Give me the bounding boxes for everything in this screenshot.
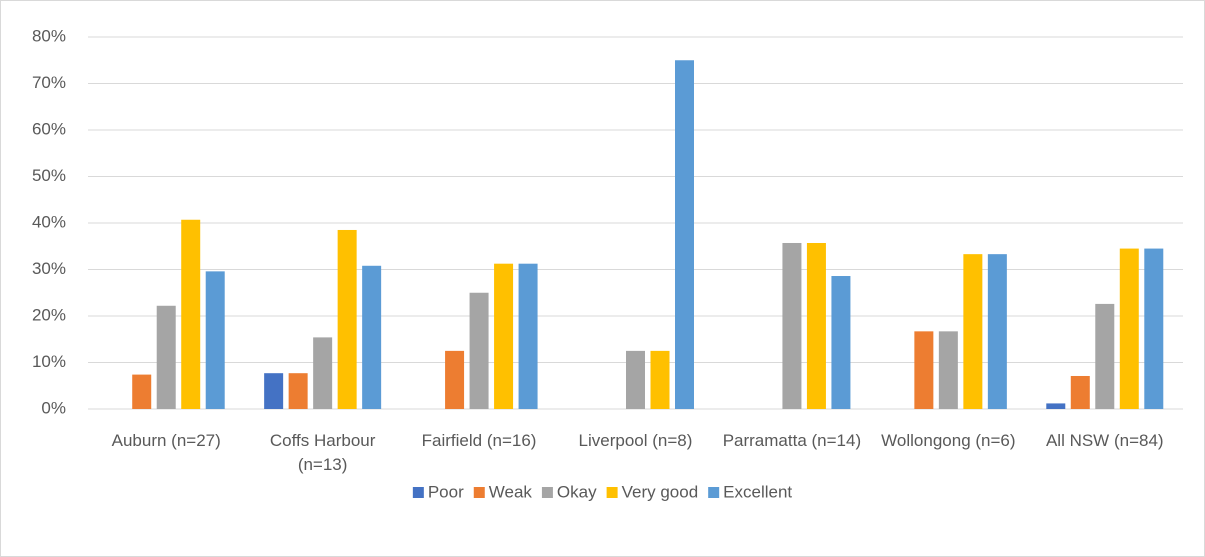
y-tick-label: 40% <box>32 212 66 231</box>
bar <box>1144 248 1164 409</box>
legend-swatch <box>541 487 553 498</box>
bar <box>264 373 284 409</box>
y-tick-label: 70% <box>32 73 66 92</box>
x-tick-label: Auburn (n=27) <box>111 431 221 450</box>
y-tick-label: 60% <box>32 119 66 138</box>
y-tick-label: 10% <box>32 352 66 371</box>
bar <box>518 263 538 409</box>
bar <box>782 242 802 409</box>
bar <box>445 350 465 409</box>
bar <box>914 331 934 409</box>
y-tick-label: 30% <box>32 259 66 278</box>
bar <box>181 219 201 409</box>
legend-swatch <box>708 487 720 498</box>
legend-swatch <box>606 487 618 498</box>
bar <box>1070 375 1090 409</box>
bar <box>1119 248 1139 409</box>
x-tick-label: All NSW (n=84) <box>1045 431 1164 450</box>
y-tick-label: 20% <box>32 305 66 324</box>
legend-label: Weak <box>489 482 533 501</box>
bar <box>132 374 152 409</box>
bar <box>156 305 176 409</box>
y-tick-label: 50% <box>32 166 66 185</box>
x-tick-label: Wollongong (n=6) <box>881 431 1016 450</box>
bar <box>494 263 514 409</box>
legend-swatch <box>473 487 485 498</box>
bar <box>469 292 489 409</box>
legend-label: Okay <box>557 482 597 501</box>
bar <box>626 350 645 409</box>
bar <box>987 254 1007 409</box>
bar <box>938 331 958 409</box>
bar <box>675 60 694 409</box>
x-tick-label: Fairfield (n=16) <box>421 431 537 450</box>
bar <box>1095 303 1115 409</box>
y-tick-label: 80% <box>32 26 66 45</box>
x-tick-label: Coffs Harbour (n=13) <box>269 431 376 474</box>
bar <box>1046 403 1066 409</box>
bar <box>650 350 670 409</box>
bar <box>362 265 382 409</box>
bar <box>313 337 333 409</box>
bar <box>205 271 225 409</box>
bar <box>963 254 983 409</box>
bar <box>806 242 826 409</box>
legend-label: Very good <box>622 482 699 501</box>
bar <box>288 373 308 409</box>
legend-swatch <box>412 487 424 498</box>
bar <box>831 276 851 409</box>
legend-label: Poor <box>428 482 464 501</box>
legend-label: Excellent <box>723 482 792 501</box>
bar <box>337 229 357 409</box>
y-tick-label: 0% <box>41 398 66 417</box>
x-tick-label: Parramatta (n=14) <box>722 431 862 450</box>
x-tick-label: Liverpool (n=8) <box>578 431 693 450</box>
